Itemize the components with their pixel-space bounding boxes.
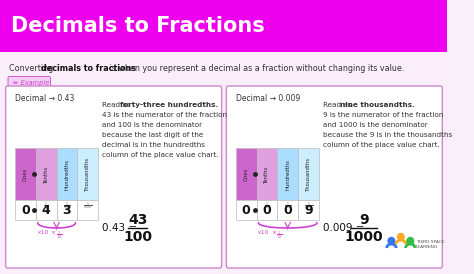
Text: decimal is in the hundredths: decimal is in the hundredths <box>102 142 205 148</box>
FancyBboxPatch shape <box>77 200 98 220</box>
FancyBboxPatch shape <box>227 86 442 268</box>
FancyBboxPatch shape <box>56 200 77 220</box>
Text: $\mathregular{\frac{1}{100}}$: $\mathregular{\frac{1}{100}}$ <box>63 201 71 212</box>
Text: Ones: Ones <box>23 167 28 181</box>
Text: $\mathregular{\frac{1}{10}}$: $\mathregular{\frac{1}{10}}$ <box>44 201 49 212</box>
Text: 0.009 =: 0.009 = <box>322 223 364 233</box>
FancyBboxPatch shape <box>236 200 256 220</box>
Text: 9 is the numerator of the fraction: 9 is the numerator of the fraction <box>322 112 443 118</box>
Text: ×10: ×10 <box>256 230 269 235</box>
Text: $\mathregular{\frac{1}{100}}$: $\mathregular{\frac{1}{100}}$ <box>284 201 292 212</box>
Text: Thousandths: Thousandths <box>306 157 311 191</box>
Text: 3: 3 <box>63 204 71 216</box>
Text: and 100 is the denominator: and 100 is the denominator <box>102 122 202 128</box>
Text: ×: × <box>272 230 278 235</box>
Text: Read as: Read as <box>102 102 133 108</box>
FancyBboxPatch shape <box>298 200 319 220</box>
Text: 43: 43 <box>128 213 147 227</box>
FancyBboxPatch shape <box>236 148 256 200</box>
FancyBboxPatch shape <box>0 52 447 274</box>
Text: $\mathregular{\frac{1}{1000}}$: $\mathregular{\frac{1}{1000}}$ <box>304 201 313 212</box>
Text: because the last digit of the: because the last digit of the <box>102 132 203 138</box>
Text: 9: 9 <box>359 213 369 227</box>
Text: Hundredths: Hundredths <box>285 158 290 190</box>
Text: 1000: 1000 <box>345 230 383 244</box>
Text: ×10: ×10 <box>36 230 48 235</box>
Text: 4: 4 <box>42 204 51 216</box>
Text: decimals to fractions: decimals to fractions <box>42 64 137 73</box>
Circle shape <box>398 233 404 241</box>
Text: Read as: Read as <box>322 102 353 108</box>
FancyBboxPatch shape <box>77 148 98 200</box>
Text: Decimals to Fractions: Decimals to Fractions <box>11 16 265 36</box>
Circle shape <box>388 238 395 244</box>
Text: 0: 0 <box>263 204 271 216</box>
FancyBboxPatch shape <box>6 86 222 268</box>
Text: Decimal → 0.43: Decimal → 0.43 <box>15 94 74 103</box>
Text: ✏ Example: ✏ Example <box>13 81 50 87</box>
Text: Ones: Ones <box>244 167 249 181</box>
Text: column of the place value chart.: column of the place value chart. <box>322 142 439 148</box>
FancyBboxPatch shape <box>36 148 56 200</box>
Text: column of the place value chart.: column of the place value chart. <box>102 152 219 158</box>
Text: because the 9 is in the thousandths: because the 9 is in the thousandths <box>322 132 452 138</box>
FancyBboxPatch shape <box>277 148 298 200</box>
Text: 0.43 =: 0.43 = <box>102 223 137 233</box>
Text: 43 is the numerator of the fraction: 43 is the numerator of the fraction <box>102 112 227 118</box>
FancyBboxPatch shape <box>298 148 319 200</box>
FancyBboxPatch shape <box>15 148 36 200</box>
Text: 0: 0 <box>21 204 30 216</box>
Text: Tenths: Tenths <box>44 165 49 183</box>
FancyBboxPatch shape <box>277 200 298 220</box>
Text: $\mathregular{\frac{1}{10}}$: $\mathregular{\frac{1}{10}}$ <box>276 229 283 241</box>
FancyBboxPatch shape <box>15 200 36 220</box>
FancyBboxPatch shape <box>0 0 447 52</box>
Text: 0: 0 <box>242 204 251 216</box>
Text: and 1000 is the denominator: and 1000 is the denominator <box>322 122 427 128</box>
Text: Converting: Converting <box>9 64 56 73</box>
Text: $\mathregular{\frac{1}{1000}}$: $\mathregular{\frac{1}{1000}}$ <box>83 201 92 212</box>
FancyBboxPatch shape <box>8 76 50 90</box>
Text: ×: × <box>51 230 58 235</box>
Text: $\mathregular{\frac{1}{10}}$: $\mathregular{\frac{1}{10}}$ <box>55 229 62 241</box>
Text: is when you represent a decimal as a fraction without changing its value.: is when you represent a decimal as a fra… <box>107 64 404 73</box>
Text: 100: 100 <box>123 230 152 244</box>
Text: 9: 9 <box>304 204 313 216</box>
Text: $\mathregular{\frac{1}{10}}$: $\mathregular{\frac{1}{10}}$ <box>264 201 270 212</box>
Text: forty-three hundredths.: forty-three hundredths. <box>120 102 218 108</box>
Text: 0: 0 <box>283 204 292 216</box>
Circle shape <box>407 238 414 244</box>
Text: Tenths: Tenths <box>264 165 269 183</box>
FancyBboxPatch shape <box>56 148 77 200</box>
Text: nine thousandths.: nine thousandths. <box>340 102 415 108</box>
Text: Decimal → 0.009: Decimal → 0.009 <box>236 94 300 103</box>
FancyBboxPatch shape <box>36 200 56 220</box>
Text: THIRD SPACE
LEARNING: THIRD SPACE LEARNING <box>416 240 445 250</box>
Text: Thousandths: Thousandths <box>85 157 90 191</box>
FancyBboxPatch shape <box>256 200 277 220</box>
FancyBboxPatch shape <box>256 148 277 200</box>
Text: Hundredths: Hundredths <box>64 158 70 190</box>
